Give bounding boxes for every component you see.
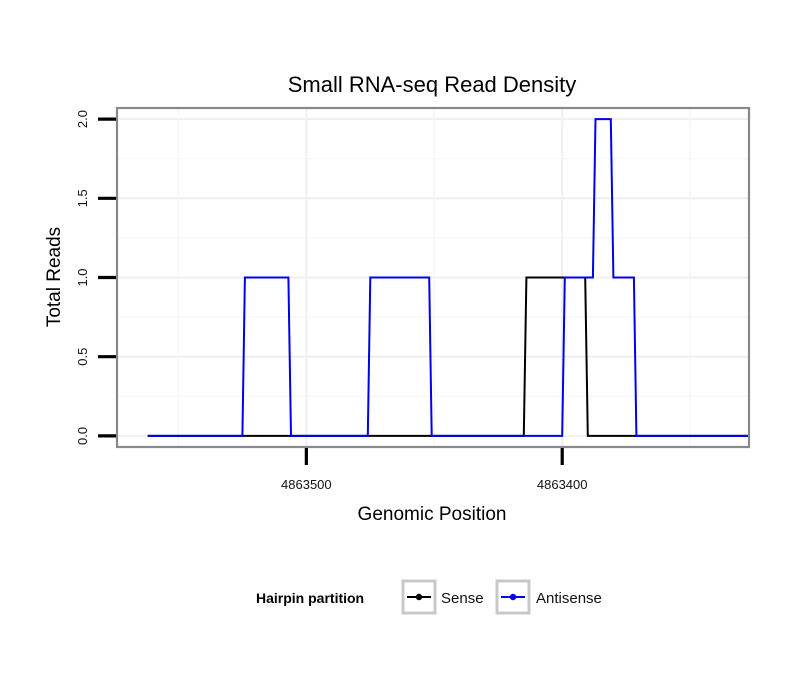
legend-dot-antisense <box>509 593 517 601</box>
y-tick-label: 1.0 <box>75 268 90 286</box>
legend: Hairpin partition Sense Antisense <box>256 579 602 615</box>
legend-dot-sense <box>415 593 423 601</box>
x-axis-title: Genomic Position <box>358 504 507 525</box>
chart-title: Small RNA-seq Read Density <box>288 72 577 97</box>
legend-label-sense: Sense <box>441 590 484 607</box>
legend-label-antisense: Antisense <box>536 590 602 607</box>
y-axis: 0.0 0.5 1.0 1.5 2.0 <box>75 110 116 445</box>
x-tick-label: 4863400 <box>537 477 588 492</box>
series-layer <box>147 118 749 437</box>
series-line-antisense <box>147 118 749 437</box>
y-tick-label: 1.5 <box>75 189 90 207</box>
y-axis-title: Total Reads <box>44 227 65 327</box>
y-tick-label: 2.0 <box>75 110 90 128</box>
x-tick-label: 4863500 <box>281 477 332 492</box>
grid-lines <box>117 108 749 447</box>
y-tick-label: 0.0 <box>75 427 90 445</box>
legend-item-sense: Sense <box>401 579 484 615</box>
y-tick-label: 0.5 <box>75 348 90 366</box>
plot-panel <box>115 106 751 449</box>
legend-item-antisense: Antisense <box>495 579 602 615</box>
x-axis: 4863500 4863400 <box>281 448 588 492</box>
legend-title: Hairpin partition <box>256 590 364 606</box>
plot-border <box>115 106 751 449</box>
